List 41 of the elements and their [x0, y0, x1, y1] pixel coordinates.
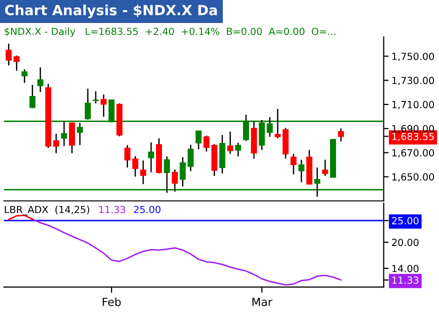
y-tick-label: 25.00: [392, 217, 419, 224]
candlestick: [37, 66, 44, 93]
candlestick: [196, 130, 202, 150]
x-tick-label: Feb: [102, 297, 121, 306]
line-series: [32, 218, 342, 286]
candlestick: [322, 159, 328, 177]
candlestick: [124, 144, 130, 168]
annotation: 11.33: [99, 206, 126, 214]
y-tick-label: 11.33: [392, 276, 418, 284]
candlestick: [92, 90, 99, 104]
candlestick: [172, 168, 178, 192]
candlestick: [227, 131, 234, 154]
candlestick: [14, 54, 20, 72]
candlestick: [29, 84, 36, 109]
candlestick: [148, 142, 154, 174]
candlestick: [235, 142, 242, 158]
candlestick: [219, 134, 226, 174]
chart-title: Chart Analysis - $NDX.X Da: [5, 4, 217, 18]
candlestick: [100, 94, 107, 118]
y-tick-label: 14.00: [392, 264, 419, 272]
x-tick-label: Mar: [252, 298, 272, 306]
y-tick-label: 20.00: [392, 238, 419, 246]
chart-title: LBR_ADX (14,25): [4, 206, 90, 216]
candlestick: [298, 159, 304, 183]
candlestick: [132, 156, 138, 178]
y-tick-label: 1,650.00: [392, 173, 434, 182]
candlestick: [6, 43, 12, 66]
y-tick-label: 1,730.00: [392, 76, 434, 86]
candlestick: [140, 160, 146, 185]
annotation: 25.00: [134, 206, 160, 214]
candlestick: [274, 108, 281, 139]
chart-subtitle: $NDX.X - Daily L=1683.55 +2.40 +0.14% B=0.00 A=0.00 O=...: [4, 28, 336, 37]
candlestick: [22, 68, 28, 84]
candlestick: [290, 153, 297, 175]
y-tick-label: 1,683.55: [392, 132, 434, 142]
y-tick-label: 1,710.00: [392, 100, 434, 110]
candlestick: [68, 122, 75, 154]
y-tick-label: 1,670.00: [392, 149, 434, 158]
y-tick-label: 1,750.00: [392, 52, 434, 62]
candlestick: [338, 128, 344, 142]
candlestick: [203, 135, 210, 152]
